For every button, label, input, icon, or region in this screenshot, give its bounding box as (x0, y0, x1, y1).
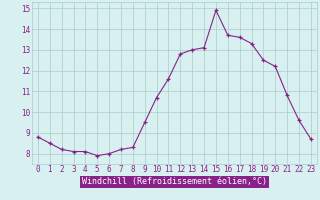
X-axis label: Windchill (Refroidissement éolien,°C): Windchill (Refroidissement éolien,°C) (82, 177, 267, 186)
